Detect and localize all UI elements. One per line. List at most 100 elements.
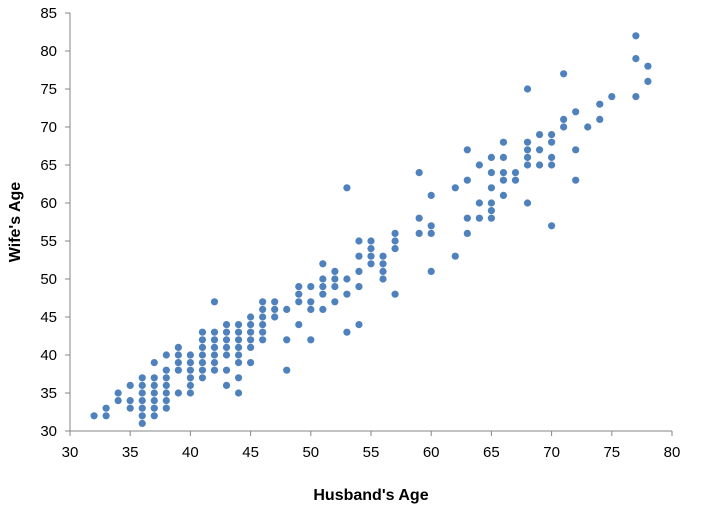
data-point	[523, 85, 532, 93]
data-point	[247, 343, 255, 351]
data-point	[535, 161, 544, 169]
data-point	[499, 138, 508, 146]
data-point	[259, 305, 267, 313]
data-point	[343, 328, 351, 336]
data-point	[162, 366, 170, 374]
data-point	[487, 184, 495, 192]
data-point	[548, 131, 556, 139]
data-point	[162, 404, 170, 412]
data-point	[391, 245, 399, 253]
data-point	[198, 343, 207, 351]
data-point	[259, 321, 267, 329]
data-point	[174, 351, 182, 359]
data-point	[210, 359, 219, 367]
data-point	[644, 62, 652, 70]
data-point	[150, 412, 158, 420]
y-tick-label: 35	[40, 385, 57, 402]
data-point	[548, 153, 556, 161]
data-point	[162, 381, 170, 389]
y-tick-label: 60	[40, 195, 57, 212]
data-point	[210, 328, 219, 336]
data-point	[584, 123, 592, 131]
data-point	[367, 260, 375, 268]
data-point	[632, 32, 640, 40]
data-point	[210, 366, 219, 374]
data-point	[247, 359, 255, 367]
data-point	[475, 199, 483, 207]
data-point	[210, 351, 219, 359]
data-point	[234, 321, 243, 329]
data-point	[271, 313, 279, 321]
data-point	[499, 153, 508, 161]
data-point	[487, 207, 495, 215]
data-point	[644, 77, 652, 85]
data-point	[222, 328, 231, 336]
data-point	[234, 328, 243, 336]
data-point	[632, 55, 640, 63]
data-point	[259, 313, 267, 321]
data-point	[210, 343, 219, 351]
y-tick-label: 70	[40, 119, 57, 136]
data-point	[307, 305, 315, 313]
data-point	[331, 275, 339, 283]
data-point	[367, 245, 375, 253]
data-point	[102, 404, 110, 412]
data-point	[247, 336, 255, 344]
data-point	[234, 336, 243, 344]
data-point	[463, 229, 471, 237]
data-point	[138, 389, 146, 397]
y-tick-label: 65	[40, 157, 57, 174]
data-point	[379, 252, 387, 260]
data-point	[548, 138, 556, 146]
data-point	[174, 366, 182, 374]
y-tick-label: 50	[40, 271, 57, 288]
data-point	[572, 176, 580, 184]
data-point	[150, 359, 158, 367]
data-point	[186, 381, 194, 389]
y-tick-label: 30	[40, 423, 57, 440]
data-point	[150, 397, 158, 405]
data-point	[355, 267, 363, 275]
data-point	[427, 191, 435, 199]
x-tick-label: 50	[302, 444, 319, 461]
data-point	[295, 298, 303, 306]
data-point	[295, 283, 303, 291]
data-point	[487, 199, 495, 207]
data-point	[560, 115, 568, 123]
y-tick-label: 75	[40, 81, 57, 98]
data-point	[198, 328, 207, 336]
data-point	[535, 146, 544, 154]
data-point	[150, 381, 158, 389]
data-point	[126, 397, 134, 405]
data-point	[259, 328, 267, 336]
data-point	[523, 161, 532, 169]
data-point	[222, 351, 231, 359]
data-point	[523, 199, 532, 207]
data-point	[198, 336, 207, 344]
data-point	[234, 389, 243, 397]
data-point	[548, 222, 556, 230]
data-point	[319, 290, 327, 298]
data-point	[355, 283, 363, 291]
data-point	[126, 404, 134, 412]
data-point	[463, 176, 471, 184]
data-point	[247, 328, 255, 336]
x-tick-label: 30	[62, 444, 79, 461]
data-point	[331, 298, 339, 306]
data-point	[535, 131, 544, 139]
x-tick-label: 35	[122, 444, 139, 461]
data-point	[343, 290, 351, 298]
data-point	[259, 298, 267, 306]
data-point	[162, 397, 170, 405]
data-point	[499, 176, 508, 184]
data-point	[367, 252, 375, 260]
data-point	[319, 283, 327, 291]
y-tick-label: 45	[40, 309, 57, 326]
data-point	[210, 336, 219, 344]
data-point	[138, 381, 146, 389]
axes	[69, 13, 672, 432]
data-point	[319, 305, 327, 313]
data-point	[283, 366, 291, 374]
data-point	[391, 290, 399, 298]
